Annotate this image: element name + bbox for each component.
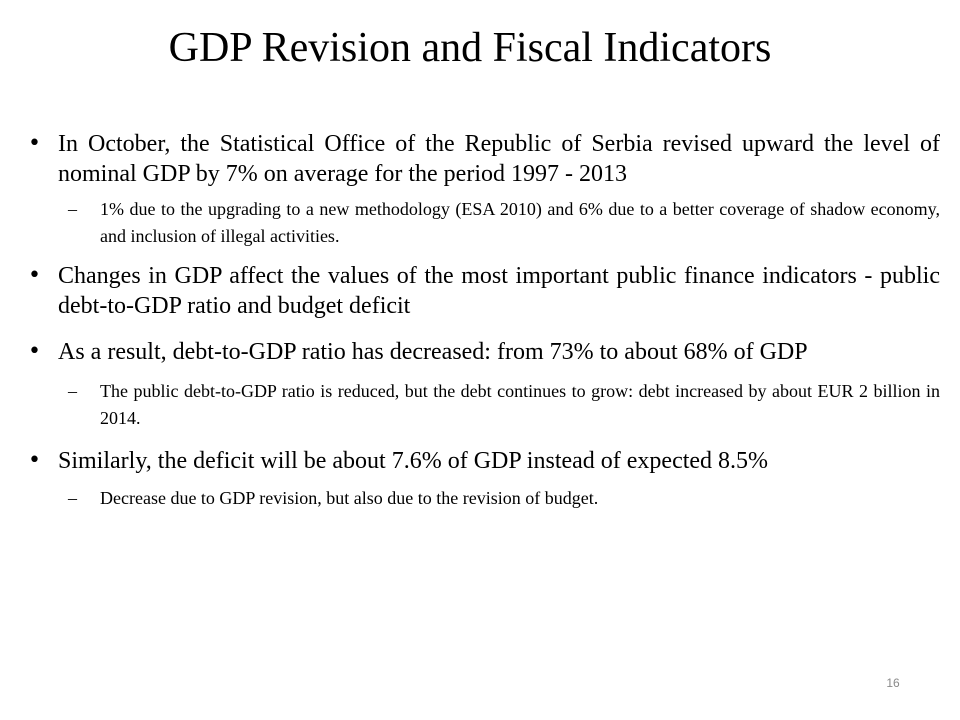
page-number: 16 (886, 676, 900, 690)
dash-icon: – (68, 381, 77, 401)
bullet-text: Similarly, the deficit will be about 7.6… (58, 448, 769, 474)
bullet-item: • In October, the Statistical Office of … (28, 129, 940, 189)
sub-bullet-item: – The public debt-to-GDP ratio is reduce… (28, 378, 940, 432)
sub-bullet-text: Decrease due to GDP revision, but also d… (100, 488, 599, 508)
bullet-point-icon: • (28, 448, 41, 473)
bullet-item: • As a result, debt-to-GDP ratio has dec… (28, 337, 940, 367)
dash-icon: – (68, 488, 77, 508)
bullet-text: Changes in GDP affect the values of the … (58, 263, 940, 319)
sub-bullet-item: – Decrease due to GDP revision, but also… (28, 485, 940, 512)
dash-icon: – (68, 199, 77, 219)
slide-title: GDP Revision and Fiscal Indicators (168, 25, 772, 71)
sub-bullet-item: – 1% due to the upgrading to a new metho… (28, 196, 940, 250)
bullet-text: In October, the Statistical Office of th… (58, 131, 940, 187)
bullet-text: As a result, debt-to-GDP ratio has decre… (58, 339, 808, 365)
sub-bullet-text: 1% due to the upgrading to a new methodo… (100, 199, 940, 246)
bullet-item: • Changes in GDP affect the values of th… (28, 261, 940, 321)
sub-bullet-text: The public debt-to-GDP ratio is reduced,… (100, 381, 940, 428)
bullet-item: • Similarly, the deficit will be about 7… (28, 446, 940, 476)
bullet-point-icon: • (28, 339, 41, 364)
bullet-point-icon: • (28, 131, 41, 156)
slide-content: • In October, the Statistical Office of … (28, 129, 940, 512)
bullet-point-icon: • (28, 263, 41, 288)
